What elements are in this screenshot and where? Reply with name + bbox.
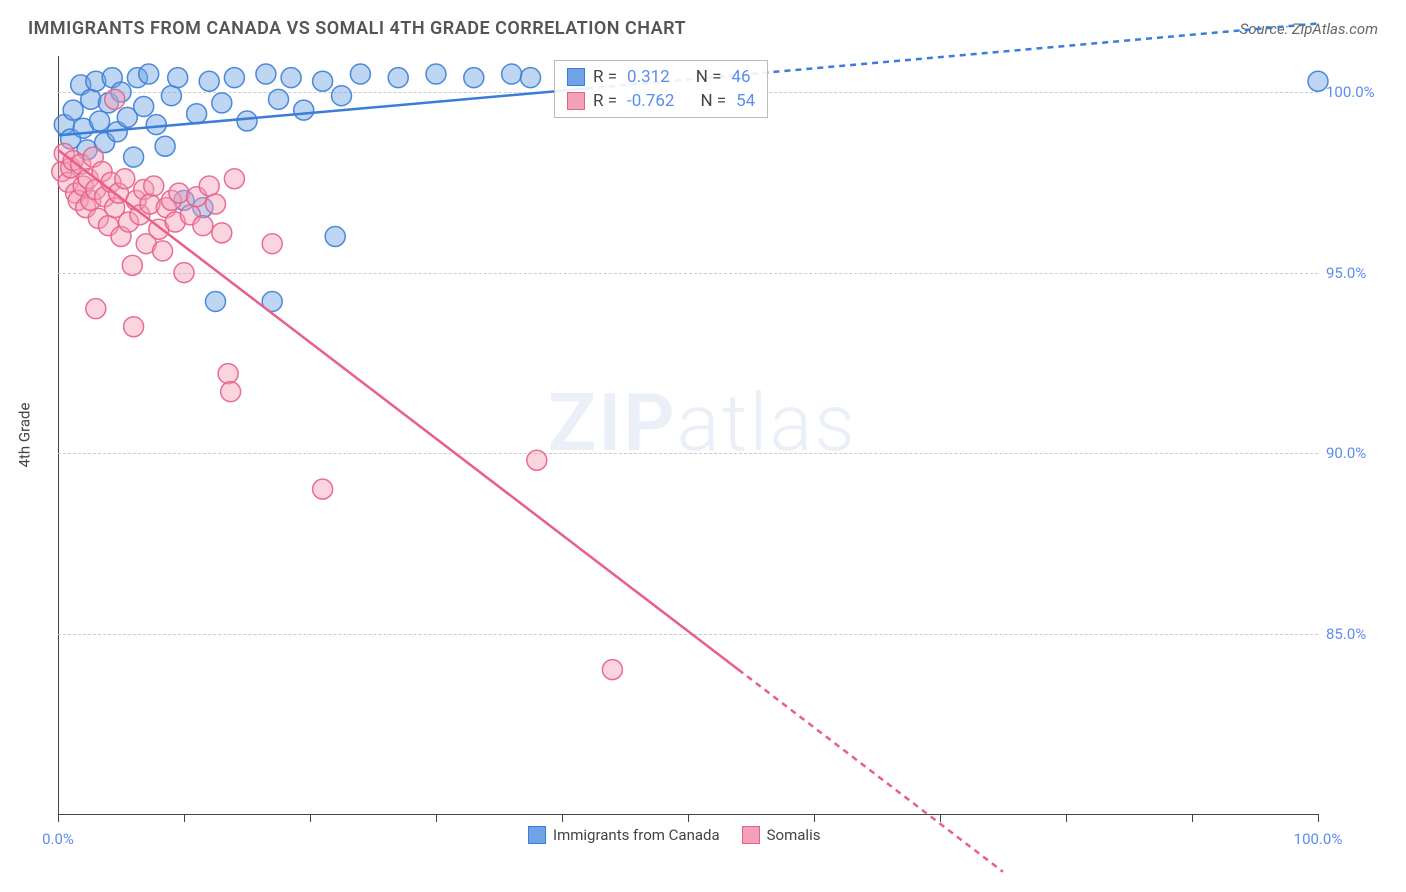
x-tick-label: 0.0% (42, 830, 74, 848)
data-point-somali (224, 169, 244, 189)
data-point-canada (199, 71, 219, 91)
data-point-somali (86, 299, 106, 319)
x-tick-mark (58, 814, 59, 822)
swatch-somali (567, 92, 585, 110)
legend-label-canada: Immigrants from Canada (553, 826, 720, 844)
x-tick-mark (814, 814, 815, 822)
x-tick-mark (1192, 814, 1193, 822)
r-prefix: R = (593, 67, 617, 87)
chart-title: IMMIGRANTS FROM CANADA VS SOMALI 4TH GRA… (28, 18, 686, 39)
legend-swatch-somali (742, 826, 760, 844)
data-point-canada (187, 104, 207, 124)
x-tick-mark (436, 814, 437, 822)
swatch-canada (567, 68, 585, 86)
scatter-svg (58, 56, 1318, 814)
x-tick-mark (562, 814, 563, 822)
data-point-somali (199, 176, 219, 196)
data-point-somali (221, 382, 241, 402)
data-point-somali (206, 194, 226, 214)
data-point-canada (224, 68, 244, 88)
x-tick-label: 100.0% (1294, 830, 1343, 848)
data-point-somali (212, 223, 232, 243)
legend: Immigrants from Canada Somalis (528, 826, 820, 844)
n-value-canada: 46 (731, 67, 750, 87)
data-point-canada (350, 64, 370, 84)
data-point-canada (168, 68, 188, 88)
data-point-canada (281, 68, 301, 88)
n-prefix: N = (700, 91, 726, 111)
data-point-somali (144, 176, 164, 196)
data-point-somali (262, 234, 282, 254)
data-point-somali (602, 660, 622, 680)
data-point-canada (155, 136, 175, 156)
y-tick-label: 95.0% (1326, 264, 1386, 282)
x-tick-mark (1066, 814, 1067, 822)
data-point-somali (122, 255, 142, 275)
data-point-canada (521, 68, 541, 88)
r-value-canada: 0.312 (627, 67, 670, 87)
plot-area: 85.0%90.0%95.0%100.0% 0.0%100.0% ZIPatla… (58, 56, 1318, 814)
data-point-somali (115, 169, 135, 189)
data-point-canada (124, 147, 144, 167)
legend-label-somali: Somalis (767, 826, 821, 844)
correlation-stats-box: R =0.312N =46R =-0.762N =54 (554, 60, 768, 118)
data-point-canada (212, 93, 232, 113)
y-tick-label: 85.0% (1326, 625, 1386, 643)
chart-container: 4th Grade 85.0%90.0%95.0%100.0% 0.0%100.… (58, 56, 1378, 840)
x-tick-mark (688, 814, 689, 822)
data-point-canada (63, 100, 83, 120)
x-tick-mark (310, 814, 311, 822)
trend-line-somali (58, 150, 738, 670)
data-point-canada (1308, 71, 1328, 91)
data-point-canada (256, 64, 276, 84)
data-point-canada (146, 115, 166, 135)
data-point-canada (134, 97, 154, 117)
data-point-somali (174, 263, 194, 283)
x-tick-mark (940, 814, 941, 822)
data-point-canada (332, 86, 352, 106)
n-value-somali: 54 (736, 91, 755, 111)
data-point-somali (105, 89, 125, 109)
data-point-canada (161, 86, 181, 106)
y-tick-label: 90.0% (1326, 444, 1386, 462)
data-point-canada (90, 111, 110, 131)
n-prefix: N = (696, 67, 722, 87)
data-point-somali (193, 216, 213, 236)
data-point-somali (218, 364, 238, 384)
data-point-canada (502, 64, 522, 84)
data-point-canada (294, 100, 314, 120)
stats-row-canada: R = 0.312 N = 46 (567, 67, 755, 87)
y-axis-label: 4th Grade (15, 403, 33, 468)
data-point-somali (153, 241, 173, 261)
data-point-canada (269, 89, 289, 109)
data-point-canada (426, 64, 446, 84)
data-point-somali (124, 317, 144, 337)
legend-swatch-canada (528, 826, 546, 844)
data-point-somali (169, 183, 189, 203)
x-tick-mark (1318, 814, 1319, 822)
legend-item-somali: Somalis (742, 826, 821, 844)
data-point-canada (313, 71, 333, 91)
legend-item-canada: Immigrants from Canada (528, 826, 720, 844)
y-tick-label: 100.0% (1326, 83, 1386, 101)
data-point-canada (464, 68, 484, 88)
data-point-canada (237, 111, 257, 131)
data-point-canada (325, 226, 345, 246)
r-prefix: R = (593, 91, 617, 111)
data-point-somali (527, 450, 547, 470)
r-value-somali: -0.762 (627, 91, 674, 111)
data-point-canada (139, 64, 159, 84)
data-point-somali (313, 479, 333, 499)
data-point-canada (81, 89, 101, 109)
stats-row-somali: R = -0.762 N = 54 (567, 91, 755, 111)
data-point-canada (206, 291, 226, 311)
x-tick-mark (184, 814, 185, 822)
data-point-canada (388, 68, 408, 88)
